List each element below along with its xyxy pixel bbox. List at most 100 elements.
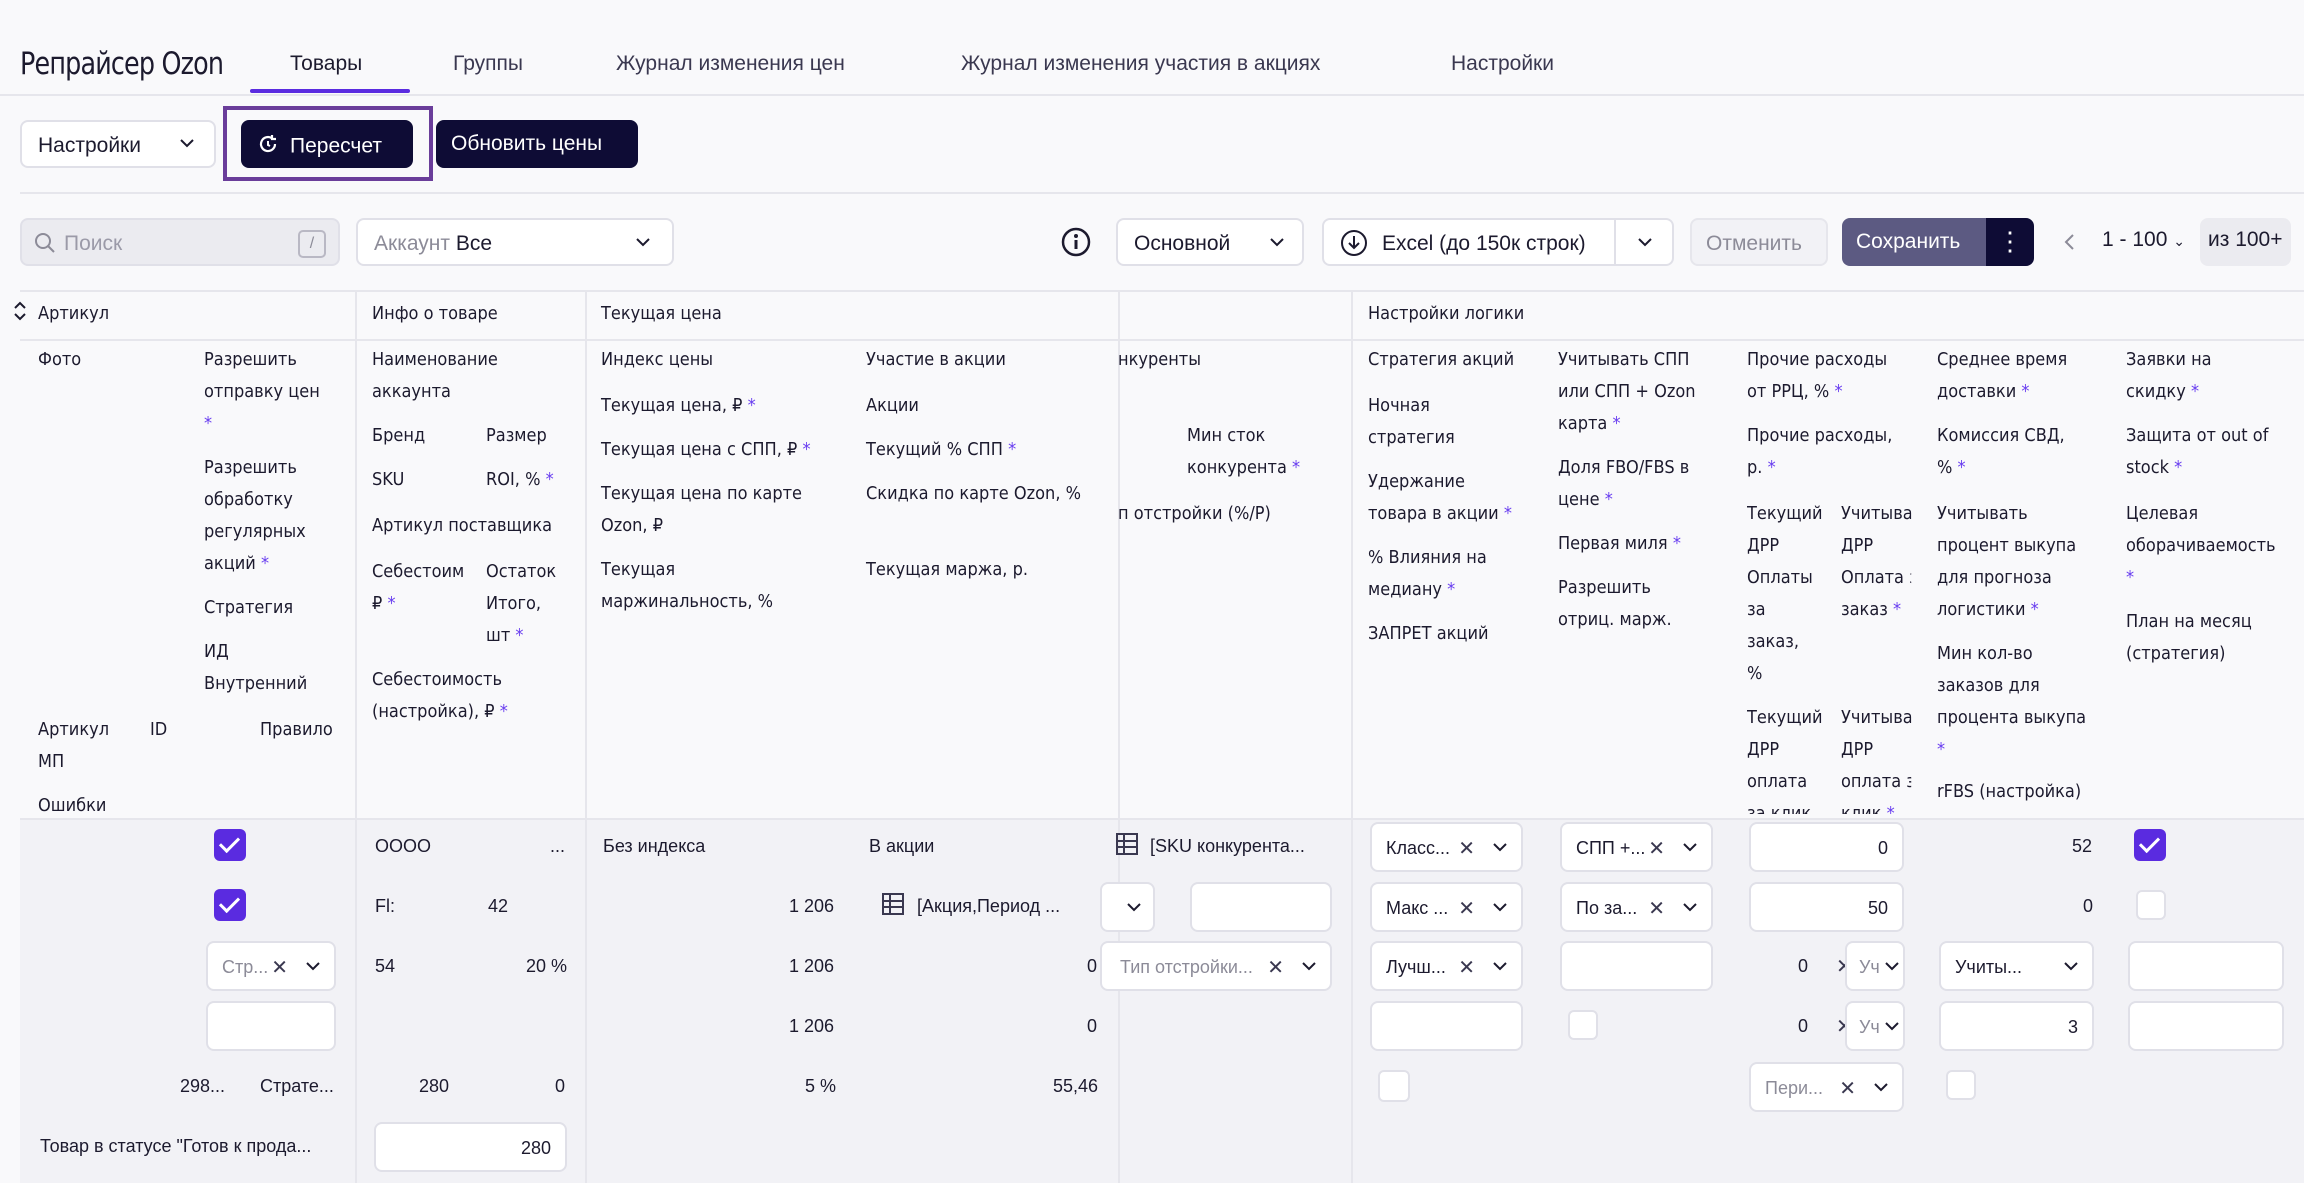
- median-influence-input[interactable]: [1370, 1001, 1523, 1051]
- excel-export-button[interactable]: Excel (до 150к строк): [1322, 218, 1674, 266]
- col-spp-l2: или СПП + Ozon: [1558, 381, 1696, 402]
- clear-icon[interactable]: ✕: [1458, 957, 1475, 979]
- col-plan-l1: План на месяц: [2126, 611, 2252, 632]
- settings-select-label: Настройки: [38, 134, 141, 157]
- tab-promo-log[interactable]: Журнал изменения участия в акциях: [961, 52, 1321, 75]
- col-roi-label: ROI, %: [486, 469, 541, 490]
- tab-groups[interactable]: Группы: [453, 52, 523, 75]
- fbo-share-select[interactable]: По за... ✕: [1560, 882, 1713, 932]
- info-icon[interactable]: [1060, 226, 1092, 263]
- pager-range[interactable]: 1 - 100 ⌄: [2102, 228, 2185, 252]
- other-rub-input[interactable]: 50: [1749, 882, 1904, 932]
- col-spp-mode: Учитывать СПП или СПП + Ozon карта *: [1558, 349, 1696, 434]
- account-name-value: OOOO: [375, 836, 432, 856]
- col-cur-price-label: Текущая цена, ₽: [601, 395, 743, 416]
- cost-setting-input[interactable]: 280: [374, 1122, 567, 1172]
- promos-value[interactable]: [Акция,Период ...: [917, 896, 1061, 916]
- clear-icon[interactable]: ✕: [1267, 957, 1284, 979]
- col-promo-strategy: Стратегия акций: [1368, 349, 1515, 370]
- clear-icon[interactable]: ✕: [1458, 838, 1475, 860]
- clear-icon[interactable]: ✕: [1458, 898, 1475, 920]
- chevron-down-icon: [1491, 957, 1509, 980]
- oos-protection-checkbox[interactable]: [2136, 890, 2166, 920]
- col-stock-l1: Остаток: [486, 561, 557, 582]
- col-allow-send-l1: Разрешить: [204, 349, 297, 370]
- spp-mode-select[interactable]: СПП +... ✕: [1560, 822, 1713, 872]
- col-int-id-l2: Внутренний: [204, 673, 308, 694]
- table-icon[interactable]: [881, 892, 905, 921]
- clear-icon[interactable]: ✕: [271, 957, 288, 979]
- update-prices-button[interactable]: Обновить цены: [436, 120, 638, 168]
- tab-settings[interactable]: Настройки: [1451, 52, 1554, 75]
- recalc-button[interactable]: Пересчет: [241, 120, 413, 168]
- rule-value[interactable]: Страте...: [260, 1076, 334, 1096]
- allow-regular-checkbox[interactable]: [214, 889, 246, 921]
- col-buyout-l4: логистики: [1937, 599, 2026, 620]
- article-mp-value[interactable]: 298...: [180, 1076, 226, 1096]
- other-rrc-input[interactable]: 0: [1749, 822, 1904, 872]
- clear-icon[interactable]: ✕: [1648, 838, 1665, 860]
- buyout-select[interactable]: Учиты...: [1939, 941, 2094, 991]
- monthly-plan-input[interactable]: [2128, 1001, 2284, 1051]
- drr-click-use-select[interactable]: Уч: [1845, 1001, 1905, 1051]
- col-promo-ban: ЗАПРЕТ акций: [1368, 623, 1489, 644]
- min-stock-input[interactable]: [1190, 882, 1332, 932]
- chevron-left-icon[interactable]: [2062, 232, 2078, 257]
- column-divider: [585, 290, 587, 1183]
- col-night-strategy: Ночная стратегия: [1368, 390, 1455, 454]
- col-hold-l1: Удержание: [1368, 471, 1465, 492]
- col-drr2-l4: за клик,: [1747, 803, 1817, 814]
- drr-period-select[interactable]: Пери... ✕: [1749, 1062, 1904, 1112]
- allow-send-checkbox[interactable]: [214, 829, 246, 861]
- account-value: Все: [455, 232, 493, 255]
- negative-margin-checkbox[interactable]: [1568, 1010, 1598, 1040]
- first-mile-input[interactable]: [1560, 941, 1713, 991]
- min-orders-input[interactable]: 3: [1939, 1001, 2094, 1051]
- clear-icon[interactable]: ✕: [1648, 898, 1665, 920]
- view-select[interactable]: Основной: [1116, 218, 1304, 266]
- col-buyout: Учитывать процент выкупа для прогноза логис…: [1937, 503, 2077, 620]
- col-cost-l1: Себестоим: [372, 561, 465, 582]
- save-button[interactable]: Сохранить: [1842, 218, 1986, 266]
- rfbs-checkbox[interactable]: [1946, 1070, 1976, 1100]
- adjust-type-select[interactable]: Тип отстройки... ✕: [1100, 941, 1332, 991]
- competitor-select[interactable]: [1100, 882, 1155, 932]
- table-icon[interactable]: [1115, 832, 1139, 861]
- col-art-mp-l2: МП: [38, 751, 65, 772]
- col-drr1b-l4: заказ: [1841, 599, 1888, 620]
- search-input[interactable]: Поиск /: [20, 218, 340, 266]
- strategy-select[interactable]: Стр... ✕: [206, 941, 336, 991]
- settings-select[interactable]: Настройки: [20, 120, 216, 168]
- tab-products[interactable]: Товары: [290, 52, 363, 75]
- col-spp-l1: Учитывать СПП: [1558, 349, 1690, 370]
- col-cost-setting: Себестоимость (настройка), ₽ *: [372, 669, 508, 722]
- col-allow-reg-l2: обработку: [204, 489, 293, 510]
- sku-value[interactable]: 54: [375, 956, 396, 976]
- error-text: Товар в статусе "Готов к прода...: [40, 1136, 312, 1156]
- discount-requests-checkbox[interactable]: [2134, 829, 2166, 861]
- col-article-mp: Артикул МП: [38, 714, 109, 778]
- night-strategy-select[interactable]: Макс ... ✕: [1370, 882, 1523, 932]
- clear-icon[interactable]: ✕: [1839, 1078, 1856, 1100]
- col-oos-l2: stock: [2126, 457, 2170, 478]
- promo-ban-checkbox[interactable]: [1378, 1070, 1410, 1102]
- search-placeholder: Поиск: [64, 232, 123, 255]
- col-turn-l2: оборачиваемость: [2126, 535, 2276, 556]
- col-rrc-l1: Прочие расходы: [1747, 349, 1888, 370]
- promo-strategy-select[interactable]: Класс... ✕: [1370, 822, 1523, 872]
- tab-price-log[interactable]: Журнал изменения цен: [616, 52, 845, 75]
- drr-order-use-select[interactable]: Уч: [1845, 941, 1905, 991]
- internal-id-input[interactable]: [206, 1001, 336, 1051]
- col-card-l1: Текущая цена по карте: [601, 483, 803, 504]
- hold-in-promo-select[interactable]: Лучш... ✕: [1370, 941, 1523, 991]
- chevron-down-icon: ⌄: [2173, 233, 2185, 249]
- account-select[interactable]: Аккаунт Все: [356, 218, 674, 266]
- target-turnover-input[interactable]: [2128, 941, 2284, 991]
- more-menu-icon[interactable]: ⋮: [1986, 218, 2034, 266]
- chevron-down-icon[interactable]: [1636, 233, 1654, 257]
- cancel-button[interactable]: Отменить: [1690, 218, 1828, 266]
- col-min-stock-l1: Мин сток: [1187, 425, 1266, 446]
- competitors-value[interactable]: [SKU конкурента...: [1150, 836, 1305, 856]
- focus-highlight: [223, 106, 433, 181]
- collapse-icon[interactable]: [12, 300, 28, 327]
